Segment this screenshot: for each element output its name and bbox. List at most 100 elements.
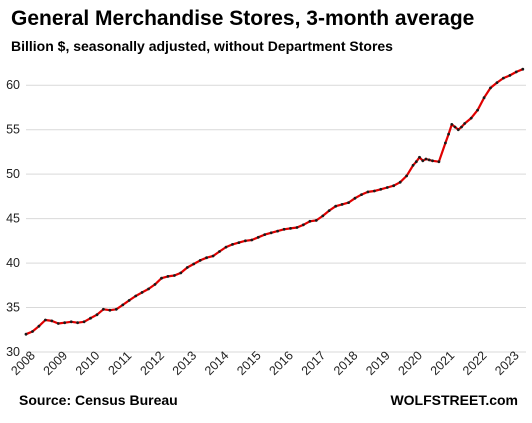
data-point bbox=[24, 332, 28, 336]
data-point bbox=[250, 238, 254, 242]
x-tick-label: 2019 bbox=[363, 348, 393, 378]
data-point bbox=[121, 303, 125, 307]
brand-logo-text: WOLFSTREET.com bbox=[390, 392, 518, 408]
data-point bbox=[108, 308, 112, 312]
data-point bbox=[418, 155, 421, 159]
data-point bbox=[444, 141, 447, 145]
data-point bbox=[256, 235, 260, 239]
data-point bbox=[347, 201, 350, 205]
data-point bbox=[327, 209, 331, 213]
data-point bbox=[198, 259, 202, 262]
x-tick-label: 2023 bbox=[492, 348, 522, 378]
data-point bbox=[508, 74, 512, 77]
data-point bbox=[476, 108, 479, 112]
data-point bbox=[244, 239, 247, 243]
chart-title: General Merchandise Stores, 3-month aver… bbox=[11, 7, 475, 30]
data-point bbox=[302, 223, 305, 227]
data-point bbox=[205, 256, 209, 260]
data-point bbox=[460, 125, 463, 129]
grid-layer bbox=[26, 84, 526, 353]
data-point bbox=[153, 283, 157, 286]
data-point bbox=[63, 321, 67, 325]
series-line bbox=[24, 68, 524, 336]
data-point bbox=[502, 76, 505, 80]
data-point bbox=[237, 241, 241, 245]
data-point bbox=[95, 313, 99, 317]
data-point bbox=[321, 214, 325, 218]
x-tick-label: 2013 bbox=[170, 348, 200, 378]
data-point bbox=[334, 204, 338, 208]
x-tick-label: 2021 bbox=[428, 348, 458, 378]
data-point bbox=[37, 324, 41, 328]
data-point bbox=[211, 254, 215, 258]
x-tick-label: 2015 bbox=[234, 348, 264, 378]
data-point bbox=[308, 219, 312, 223]
data-point bbox=[360, 193, 363, 197]
data-point bbox=[437, 160, 441, 164]
data-point bbox=[160, 276, 163, 280]
data-point bbox=[314, 219, 318, 222]
data-point bbox=[147, 287, 151, 291]
data-point bbox=[276, 229, 279, 233]
data-point bbox=[379, 187, 383, 191]
x-tick-label: 2022 bbox=[460, 348, 490, 378]
x-tick-label: 2010 bbox=[73, 348, 103, 378]
data-point bbox=[421, 159, 425, 163]
y-tick-label: 50 bbox=[6, 167, 20, 181]
data-point bbox=[385, 186, 389, 189]
data-point bbox=[427, 158, 431, 162]
data-point bbox=[482, 96, 486, 100]
y-tick-label: 30 bbox=[6, 345, 20, 359]
x-tick-label: 2016 bbox=[266, 348, 296, 378]
data-point bbox=[127, 299, 131, 302]
x-tick-label: 2009 bbox=[41, 348, 71, 378]
data-point bbox=[447, 132, 450, 136]
data-point bbox=[340, 203, 344, 206]
data-point bbox=[31, 330, 34, 333]
data-point bbox=[269, 231, 273, 235]
data-point bbox=[89, 316, 92, 320]
data-point bbox=[521, 67, 525, 71]
data-point bbox=[514, 70, 518, 74]
data-point bbox=[185, 266, 189, 269]
data-point bbox=[179, 271, 183, 275]
x-tick-label: 2017 bbox=[299, 348, 329, 378]
data-point bbox=[405, 174, 408, 178]
data-point bbox=[224, 245, 228, 249]
data-point bbox=[134, 294, 138, 298]
data-point bbox=[282, 227, 286, 231]
data-point bbox=[140, 291, 144, 294]
data-point bbox=[102, 307, 105, 311]
y-tick-label: 40 bbox=[6, 256, 20, 270]
data-point bbox=[56, 322, 60, 325]
chart-subtitle: Billion $, seasonally adjusted, without … bbox=[11, 38, 393, 54]
data-point bbox=[263, 233, 267, 237]
x-tick-label: 2014 bbox=[202, 348, 232, 378]
data-point bbox=[489, 86, 492, 90]
series-layer bbox=[24, 67, 525, 336]
data-point bbox=[366, 190, 370, 194]
y-tick-label: 45 bbox=[6, 212, 20, 226]
data-point bbox=[218, 250, 221, 253]
data-point bbox=[414, 160, 418, 164]
y-tick-label: 55 bbox=[6, 123, 20, 137]
x-axis: 2008 2009 2010 2011 2012 2013 2014 2015 2016 2017… bbox=[8, 348, 521, 378]
data-point bbox=[411, 163, 415, 167]
data-point bbox=[69, 320, 73, 324]
data-point bbox=[463, 122, 467, 125]
data-point bbox=[50, 319, 54, 323]
data-point bbox=[450, 123, 454, 126]
data-point bbox=[424, 157, 428, 161]
data-point bbox=[295, 226, 299, 229]
data-point bbox=[495, 81, 499, 84]
data-point bbox=[289, 227, 292, 230]
data-point bbox=[469, 116, 473, 120]
data-point bbox=[114, 307, 118, 311]
data-point bbox=[76, 321, 79, 325]
data-point bbox=[392, 184, 396, 188]
x-tick-label: 2012 bbox=[137, 348, 167, 378]
data-point bbox=[398, 180, 402, 184]
data-point bbox=[82, 320, 86, 324]
